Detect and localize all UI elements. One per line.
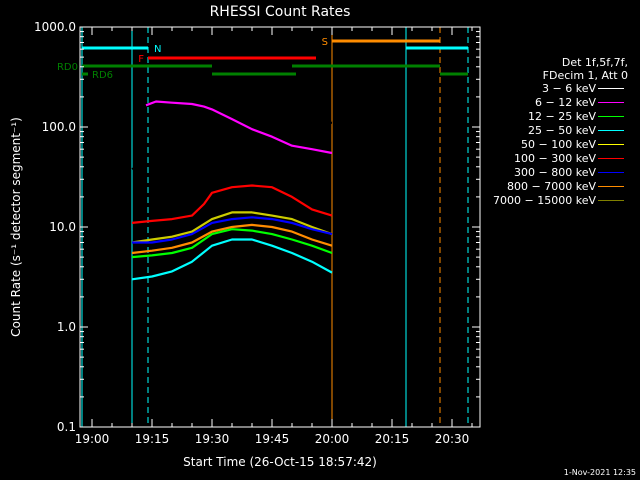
x-tick-label: 19:30 [195, 432, 230, 446]
y-axis-ticks: 0.1 1.0 10.0 100.0 1000.0 [34, 20, 480, 434]
legend-item-label: 7000 − 15000 keV [493, 194, 596, 207]
x-tick-label: 20:30 [435, 432, 470, 446]
y-axis-label: Count Rate (s⁻¹ detector segment⁻¹) [9, 117, 23, 337]
legend-item-label: 800 − 7000 keV [507, 180, 596, 193]
legend-header-line2: FDecim 1, Att 0 [542, 69, 628, 82]
x-tick-label: 20:00 [315, 432, 350, 446]
y-tick-label: 1.0 [57, 320, 76, 334]
y-tick-label: 0.1 [57, 420, 76, 434]
y-tick-label: 10.0 [49, 220, 76, 234]
legend-item-label: 6 − 12 keV [535, 96, 596, 109]
series-line [131, 228, 333, 259]
data-series [131, 99, 333, 281]
series-line [131, 184, 333, 224]
plot-frame [79, 26, 481, 428]
legend-swatch [598, 158, 624, 159]
legend-header-line1: Det 1f,5f,7f, [561, 56, 628, 69]
legend-item-label: 100 − 300 keV [514, 152, 596, 165]
flag-label: F [138, 54, 144, 65]
footer-timestamp: 1-Nov-2021 12:35 [563, 468, 636, 477]
legend-swatch [598, 102, 624, 103]
flag-bars: NF S RD0 RD6 [57, 37, 468, 81]
legend-item-label: 3 − 6 keV [542, 82, 596, 95]
legend-swatch [598, 116, 624, 117]
flag-label: RD0 [57, 62, 78, 73]
series-line [132, 216, 333, 244]
legend-item: 3 − 6 keV [486, 82, 636, 96]
x-tick-label: 19:15 [135, 432, 170, 446]
legend-item-label: 12 − 25 keV [528, 110, 596, 123]
legend-item: 6 − 12 keV [486, 96, 636, 110]
legend-item: 12 − 25 keV [486, 110, 636, 124]
x-tick-label: 19:00 [75, 432, 110, 446]
flag-label: RD6 [92, 70, 113, 81]
series-line [131, 99, 333, 171]
legend-swatch [598, 200, 624, 201]
series-line [131, 223, 333, 255]
legend-swatch [598, 144, 624, 145]
legend-item: 25 − 50 keV [486, 124, 636, 138]
legend-item: 7000 − 15000 keV [486, 194, 636, 208]
legend-item-label: 50 − 100 keV [521, 138, 596, 151]
legend-swatch [598, 186, 624, 187]
y-tick-label: 100.0 [42, 120, 76, 134]
chart-title: RHESSI Count Rates [210, 4, 351, 20]
x-axis-label: Start Time (26-Oct-15 18:57:42) [183, 455, 377, 469]
series-line [131, 211, 333, 244]
series-line [145, 100, 333, 155]
legend-swatch [598, 172, 624, 173]
x-tick-label: 19:45 [255, 432, 290, 446]
legend-item-label: 300 − 800 keV [514, 166, 596, 179]
legend-item: 800 − 7000 keV [486, 180, 636, 194]
x-tick-label: 20:15 [375, 432, 410, 446]
legend-item: 300 − 800 keV [486, 166, 636, 180]
legend-swatch [598, 88, 624, 89]
legend-item: 50 − 100 keV [486, 138, 636, 152]
x-axis-ticks: 19:00 19:15 19:30 19:45 20:00 20:15 20:30 [75, 27, 473, 446]
legend-item-label: 25 − 50 keV [528, 124, 596, 137]
series-line [131, 238, 333, 281]
flag-label: S [322, 37, 328, 48]
flag-label: N [154, 44, 161, 55]
legend-swatch [598, 130, 624, 131]
legend-item: 100 − 300 keV [486, 152, 636, 166]
y-tick-label: 1000.0 [34, 20, 76, 34]
